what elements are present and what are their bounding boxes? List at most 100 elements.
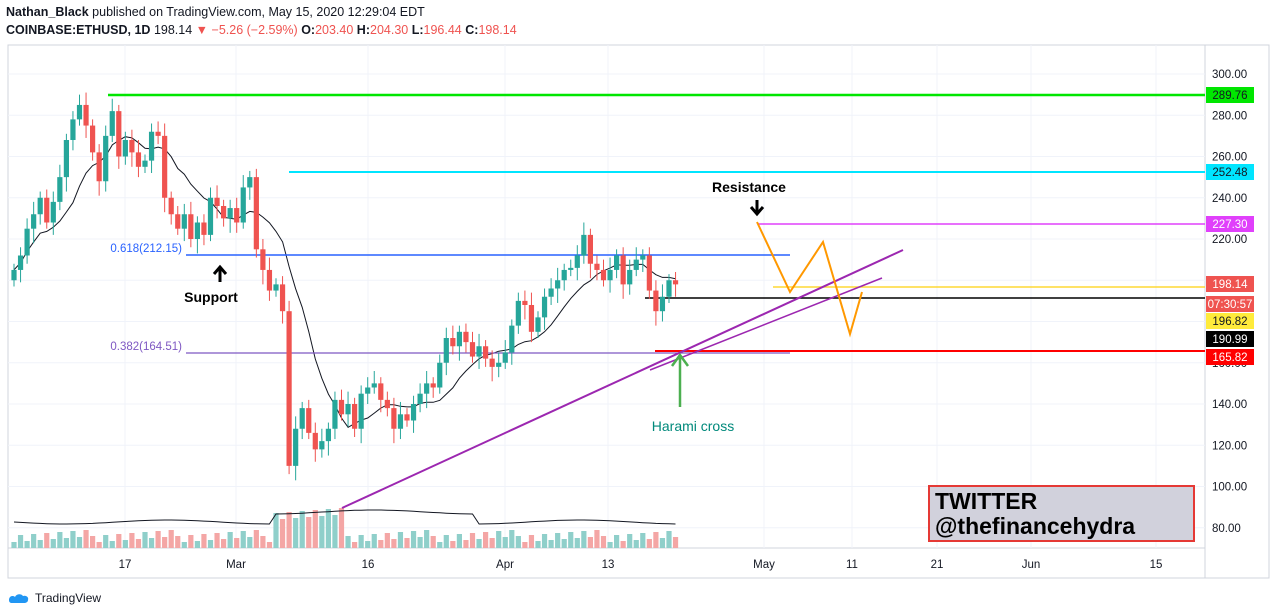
volume-bar — [437, 542, 443, 548]
candle-body — [620, 255, 626, 285]
candle-body — [135, 152, 142, 167]
candle-body — [574, 255, 580, 268]
volume-bar — [175, 536, 181, 548]
candle-body — [122, 140, 128, 157]
candle-body — [555, 280, 561, 289]
volume-bar — [646, 539, 652, 548]
volume-bar — [135, 539, 142, 548]
price-badge-bg — [1206, 87, 1254, 103]
volume-bar — [352, 542, 358, 548]
resistance-arrow-icon — [749, 200, 765, 217]
candle-body — [306, 408, 312, 433]
candle-body — [358, 393, 364, 429]
trendline-secondary[interactable] — [649, 277, 883, 371]
price-badge: 190.99 — [1212, 334, 1247, 346]
symbol-line: COINBASE:ETHUSD, 1D 198.14 ▼ −5.26 (−2.5… — [6, 22, 906, 38]
candle-body — [541, 296, 548, 318]
candle-body — [312, 432, 318, 450]
volume-bar — [345, 536, 351, 548]
candle-body — [142, 160, 148, 167]
candle-body — [384, 399, 390, 409]
volume-bar — [548, 540, 554, 548]
candle-body — [417, 393, 423, 404]
time-tick-label: 21 — [931, 559, 944, 571]
candle-body — [456, 331, 462, 347]
high-label: H: — [356, 23, 370, 37]
volume-bar — [44, 533, 50, 548]
candle-body — [155, 131, 161, 136]
volume-bar — [502, 537, 508, 548]
price-tick-label: 280.00 — [1212, 110, 1247, 122]
candle-body — [116, 111, 122, 157]
footer-brand[interactable]: TradingView — [35, 591, 102, 605]
volume-bar — [561, 539, 567, 548]
low-label: L: — [411, 23, 424, 37]
price-badge: 227.30 — [1212, 219, 1247, 231]
open-value: 203.40 — [315, 23, 354, 37]
volume-bar — [273, 513, 279, 548]
volume-bar — [338, 508, 345, 548]
candle-body — [260, 249, 266, 270]
symbol-name: COINBASE:ETHUSD, 1D — [6, 23, 151, 37]
candle-body — [410, 404, 417, 421]
last-price: 198.14 — [153, 23, 193, 37]
volume-bar — [194, 541, 200, 548]
candle-body — [522, 300, 528, 305]
candle-body — [188, 214, 194, 239]
candlesticks — [11, 92, 679, 481]
trendline-support[interactable] — [341, 249, 904, 509]
candle-body — [653, 290, 659, 312]
volume-bar — [384, 533, 390, 548]
volume-bar — [358, 535, 364, 548]
candle-body — [469, 342, 476, 357]
volume-bar — [332, 515, 338, 548]
candle-body — [279, 284, 286, 312]
candle-body — [63, 140, 69, 178]
volume-bar — [214, 533, 220, 548]
volume-bar — [404, 538, 410, 548]
price-badge: 165.82 — [1212, 352, 1247, 364]
volume-bar — [234, 538, 240, 548]
volume-bar — [522, 542, 528, 548]
volume-bar — [306, 517, 312, 548]
candle-body — [365, 387, 371, 394]
close-value: 198.14 — [478, 23, 517, 37]
volume-bar — [207, 540, 214, 548]
support-label: Support — [184, 289, 238, 305]
price-badge: 289.76 — [1212, 90, 1247, 102]
harami-label: Harami cross — [652, 418, 734, 434]
candle-body — [640, 255, 646, 260]
pattern-zigzag[interactable] — [756, 221, 863, 338]
price-badge: 252.48 — [1212, 167, 1247, 179]
time-tick-label: 16 — [362, 559, 375, 571]
volume-bar — [253, 530, 259, 548]
author-name[interactable]: Nathan_Black — [6, 5, 89, 19]
price-tick-label: 80.00 — [1212, 523, 1241, 535]
volume-bar — [129, 533, 135, 548]
volume-bar — [620, 541, 626, 548]
tradingview-logo-icon[interactable] — [8, 591, 30, 605]
candle-body — [17, 255, 24, 270]
time-tick-label: 15 — [1150, 559, 1163, 571]
price-badge-bg — [1206, 313, 1254, 329]
candle-body — [424, 383, 430, 394]
volume-bar — [633, 540, 639, 548]
candle-body — [129, 140, 135, 153]
volume-bar — [76, 537, 83, 548]
volume-bar — [614, 535, 620, 548]
candle-body — [633, 259, 639, 270]
time-axis[interactable]: 17 Mar 16 Apr 13 May 11 21 Jun 15 — [119, 559, 1163, 571]
price-badge-bg — [1206, 349, 1254, 365]
chart-header: Nathan_Black published on TradingView.co… — [6, 4, 906, 38]
candle-body — [666, 280, 672, 297]
volume-bar — [489, 538, 495, 548]
time-tick-label: May — [753, 559, 775, 571]
candle-body — [404, 414, 410, 421]
candle-body — [227, 208, 233, 219]
volume-bar — [456, 534, 462, 548]
volume-ma-line — [13, 509, 676, 525]
candle-body — [201, 222, 207, 235]
volume-bar — [587, 537, 593, 548]
candle-body — [587, 234, 593, 264]
